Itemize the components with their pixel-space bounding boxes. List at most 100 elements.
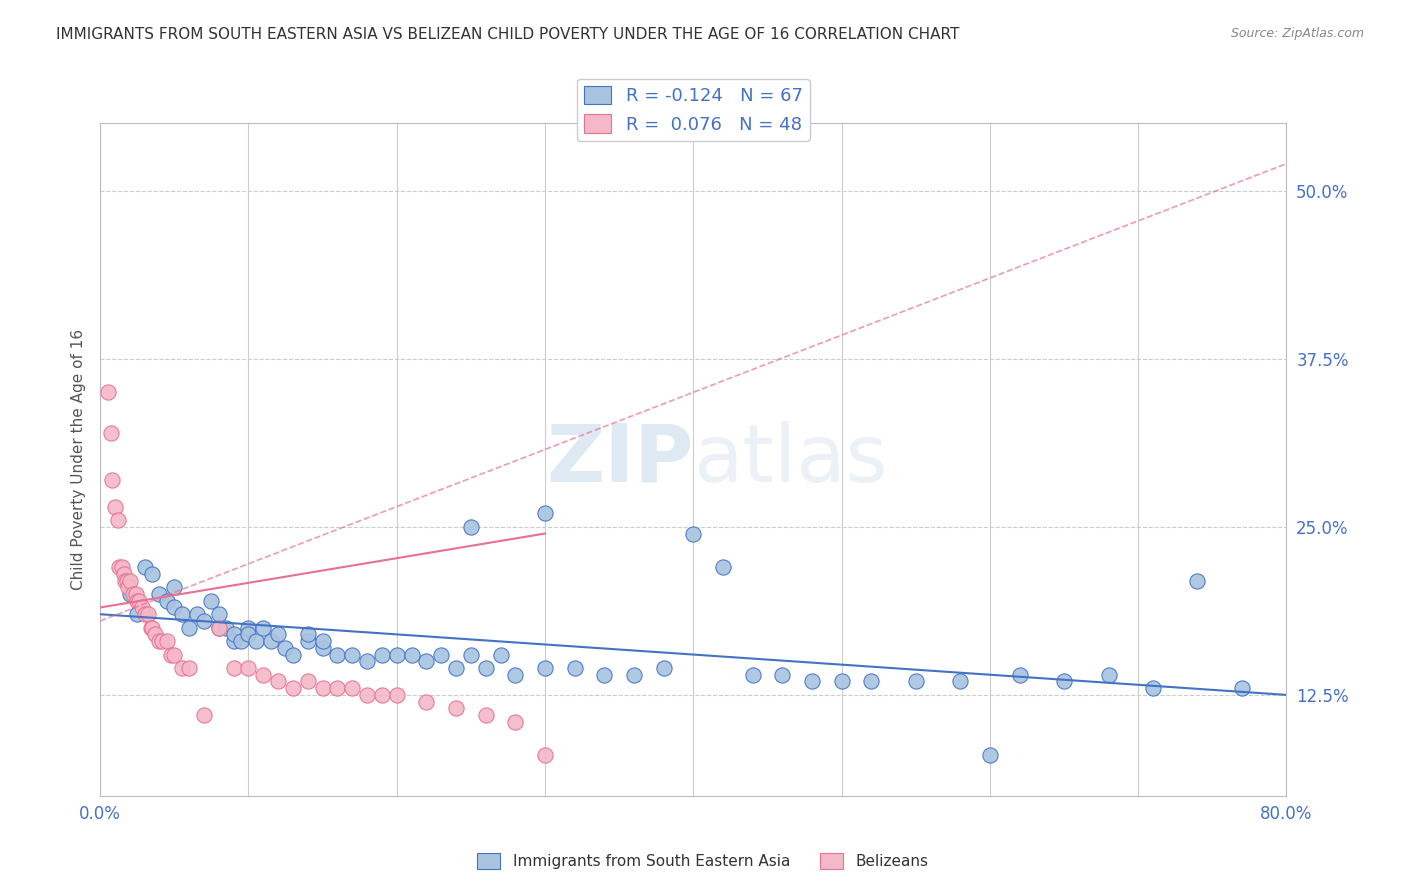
- Point: [564, 661, 586, 675]
- Point: [682, 526, 704, 541]
- Y-axis label: Child Poverty Under the Age of 16: Child Poverty Under the Age of 16: [72, 329, 86, 591]
- Point: [342, 648, 364, 662]
- Point: [238, 621, 260, 635]
- Point: [415, 695, 437, 709]
- Point: [949, 674, 972, 689]
- Point: [326, 681, 349, 695]
- Point: [117, 580, 139, 594]
- Point: [111, 560, 134, 574]
- Point: [311, 634, 333, 648]
- Point: [444, 661, 467, 675]
- Point: [193, 708, 215, 723]
- Point: [1053, 674, 1076, 689]
- Point: [252, 667, 274, 681]
- Point: [208, 621, 231, 635]
- Point: [229, 634, 252, 648]
- Point: [118, 587, 141, 601]
- Point: [208, 621, 231, 635]
- Point: [186, 607, 208, 622]
- Point: [163, 600, 186, 615]
- Point: [125, 587, 148, 601]
- Point: [134, 560, 156, 574]
- Point: [215, 621, 238, 635]
- Point: [222, 627, 245, 641]
- Point: [114, 574, 136, 588]
- Point: [200, 594, 222, 608]
- Point: [143, 627, 166, 641]
- Point: [152, 634, 174, 648]
- Point: [245, 634, 267, 648]
- Point: [460, 520, 482, 534]
- Point: [260, 634, 283, 648]
- Point: [770, 667, 793, 681]
- Point: [131, 600, 153, 615]
- Point: [534, 748, 557, 763]
- Point: [444, 701, 467, 715]
- Point: [101, 473, 124, 487]
- Point: [115, 574, 138, 588]
- Point: [371, 688, 394, 702]
- Point: [534, 661, 557, 675]
- Point: [356, 688, 378, 702]
- Point: [139, 621, 162, 635]
- Point: [136, 607, 159, 622]
- Text: atlas: atlas: [693, 420, 887, 499]
- Point: [489, 648, 512, 662]
- Point: [297, 627, 319, 641]
- Point: [208, 607, 231, 622]
- Point: [141, 566, 163, 581]
- Point: [121, 587, 143, 601]
- Point: [112, 566, 135, 581]
- Point: [1187, 574, 1209, 588]
- Text: Source: ZipAtlas.com: Source: ZipAtlas.com: [1230, 27, 1364, 40]
- Point: [163, 580, 186, 594]
- Point: [252, 621, 274, 635]
- Point: [460, 648, 482, 662]
- Point: [652, 661, 675, 675]
- Point: [860, 674, 883, 689]
- Point: [177, 621, 200, 635]
- Point: [415, 654, 437, 668]
- Point: [96, 385, 118, 400]
- Point: [170, 661, 193, 675]
- Point: [108, 560, 131, 574]
- Point: [311, 640, 333, 655]
- Point: [342, 681, 364, 695]
- Point: [800, 674, 823, 689]
- Point: [385, 648, 408, 662]
- Point: [741, 667, 763, 681]
- Point: [711, 560, 734, 574]
- Point: [505, 714, 527, 729]
- Point: [128, 594, 150, 608]
- Point: [474, 661, 496, 675]
- Point: [979, 748, 1001, 763]
- Point: [107, 513, 129, 527]
- Point: [385, 688, 408, 702]
- Point: [127, 607, 149, 622]
- Point: [297, 674, 319, 689]
- Point: [297, 634, 319, 648]
- Point: [163, 648, 186, 662]
- Point: [831, 674, 853, 689]
- Point: [534, 507, 557, 521]
- Text: ZIP: ZIP: [546, 420, 693, 499]
- Point: [267, 627, 290, 641]
- Point: [222, 634, 245, 648]
- Point: [148, 634, 170, 648]
- Point: [356, 654, 378, 668]
- Point: [118, 574, 141, 588]
- Point: [326, 648, 349, 662]
- Legend: R = -0.124   N = 67, R =  0.076   N = 48: R = -0.124 N = 67, R = 0.076 N = 48: [576, 78, 810, 141]
- Point: [281, 681, 304, 695]
- Point: [623, 667, 645, 681]
- Point: [1142, 681, 1164, 695]
- Point: [1097, 667, 1119, 681]
- Point: [1008, 667, 1031, 681]
- Point: [193, 614, 215, 628]
- Point: [170, 607, 193, 622]
- Point: [222, 661, 245, 675]
- Point: [274, 640, 297, 655]
- Point: [238, 627, 260, 641]
- Point: [267, 674, 290, 689]
- Point: [141, 621, 163, 635]
